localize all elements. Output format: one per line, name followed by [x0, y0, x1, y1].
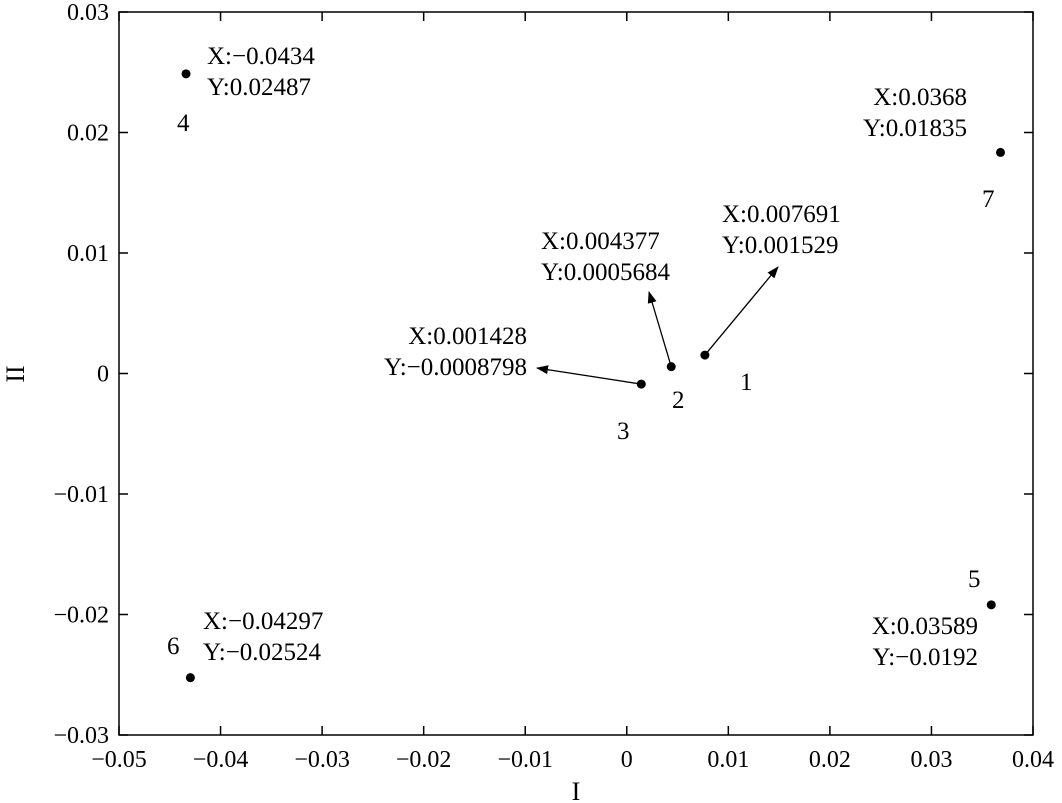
y-tick-label: 0.03 — [67, 0, 109, 26]
point-label: 4 — [177, 110, 190, 137]
x-tick-label: 0 — [621, 747, 633, 773]
x-tick-labels: −0.05 −0.04 −0.03 −0.02 −0.01 0 0.01 0.02 0.03 0.… — [91, 747, 1054, 773]
point-label: 7 — [982, 186, 995, 213]
annotation-y-value: Y:0.001529 — [722, 232, 838, 259]
y-tick-labels: 0.03 0.02 0.01 0 −0.01 −0.02 −0.03 — [53, 0, 109, 749]
x-tick-label: −0.05 — [91, 747, 147, 773]
x-tick-label: −0.01 — [497, 747, 553, 773]
annotation-y-value: Y:−0.0192 — [872, 644, 978, 671]
axis-ticks — [118, 11, 1034, 736]
annotation-x-value: X:0.001428 — [408, 323, 527, 350]
annotation-arrows — [536, 266, 779, 385]
y-tick-label: −0.01 — [53, 482, 109, 508]
annotation-x-value: X:−0.04297 — [203, 608, 323, 635]
data-points — [181, 69, 1006, 683]
point-label: 1 — [740, 369, 753, 396]
annotation-y-value: Y:0.0005684 — [541, 259, 670, 286]
x-tick-label: 0.01 — [707, 747, 749, 773]
point-label: 6 — [167, 633, 180, 660]
x-axis-title: I — [572, 777, 581, 803]
y-tick-label: 0 — [97, 362, 109, 388]
annotation-x-value: X:0.007691 — [722, 201, 841, 228]
data-point-7 — [996, 147, 1006, 157]
annotation-x-value: X:0.0368 — [873, 84, 967, 111]
x-tick-label: −0.04 — [193, 747, 249, 773]
y-tick-label: −0.03 — [53, 723, 109, 749]
y-tick-label: −0.02 — [53, 603, 109, 629]
y-tick-label: 0.01 — [67, 241, 109, 267]
annotation-arrow — [536, 365, 642, 385]
annotation-y-value: Y:0.01835 — [863, 115, 967, 142]
x-tick-label: 0.02 — [809, 747, 851, 773]
y-tick-label: 0.02 — [67, 121, 109, 147]
annotation-y-value: Y:−0.0008798 — [384, 354, 527, 381]
x-tick-label: −0.02 — [396, 747, 452, 773]
y-axis-title: II — [1, 365, 30, 382]
point-label: 3 — [617, 418, 630, 445]
data-point-3 — [636, 379, 646, 389]
data-point-5 — [986, 600, 996, 610]
annotation-x-value: X:−0.0434 — [207, 43, 315, 70]
annotation-x-value: X:0.004377 — [541, 228, 660, 255]
annotation-x-value: X:0.03589 — [872, 613, 978, 640]
point-label: 2 — [672, 387, 685, 414]
x-tick-label: 0.03 — [910, 747, 952, 773]
data-point-6 — [185, 673, 195, 683]
x-tick-label: −0.03 — [294, 747, 350, 773]
annotation-y-value: Y:−0.02524 — [203, 639, 322, 666]
annotation-arrow — [647, 291, 672, 367]
data-point-2 — [666, 362, 676, 372]
point-label: 5 — [968, 566, 981, 593]
annotation-y-value: Y:0.02487 — [207, 74, 311, 101]
data-point-1 — [700, 350, 710, 360]
annotation-arrow — [704, 266, 779, 356]
x-tick-label: 0.04 — [1012, 747, 1054, 773]
data-point-4 — [181, 69, 191, 79]
point-annotations: X:0.007691 Y:0.001529 1 X:0.004377 Y:0.00056… — [167, 43, 995, 671]
